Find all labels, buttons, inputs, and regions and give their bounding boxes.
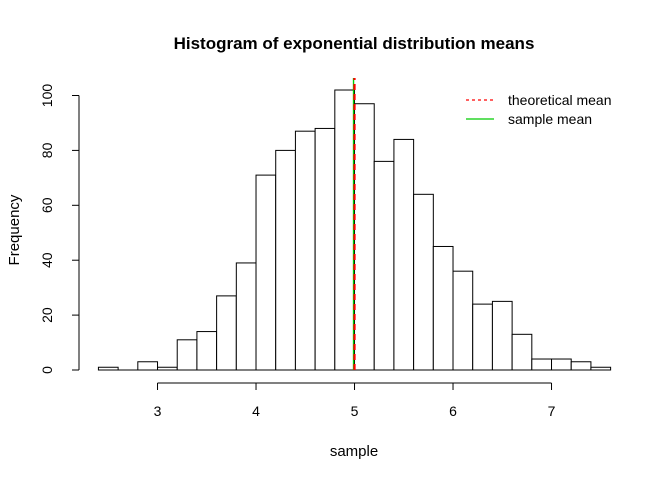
histogram-bar: [216, 295, 237, 371]
histogram-bar: [235, 262, 257, 371]
y-tick-label: 20: [39, 307, 55, 323]
y-tick-label: 40: [39, 252, 55, 268]
histogram-bar: [590, 366, 612, 371]
x-tick-label: 4: [252, 403, 260, 419]
y-tick-label: 60: [39, 197, 55, 213]
histogram-bar: [334, 89, 356, 371]
histogram-bar: [472, 303, 493, 371]
histogram-bar: [551, 358, 572, 371]
histogram-bar: [531, 358, 553, 371]
x-axis-label: sample: [330, 443, 378, 460]
histogram-bar: [176, 339, 198, 371]
y-axis-label: Frequency: [6, 194, 23, 265]
histogram-bar: [294, 130, 316, 371]
histogram-bar: [314, 127, 336, 371]
legend-theoretical-mean-label: theoretical mean: [508, 92, 612, 108]
y-axis: 0 20 40 60 80 100: [39, 84, 80, 374]
histogram-bar: [196, 331, 218, 371]
histogram-bar: [393, 138, 415, 371]
histogram-bar: [432, 245, 454, 371]
histogram-bars: [97, 89, 612, 371]
histogram-bar: [491, 300, 513, 371]
x-axis: 3 4 5 6 7: [154, 382, 556, 419]
histogram-bar: [452, 270, 474, 371]
chart-title: Histogram of exponential distribution me…: [174, 34, 535, 53]
legend-sample-mean-label: sample mean: [508, 111, 592, 127]
y-tick-label: 80: [39, 142, 55, 158]
legend: theoretical mean sample mean: [466, 92, 612, 127]
mean-lines: [352, 78, 356, 370]
histogram-bar: [275, 149, 296, 371]
x-tick-label: 6: [449, 403, 457, 419]
y-tick-label: 0: [39, 366, 55, 374]
histogram-bar: [157, 366, 178, 371]
histogram-bar: [511, 333, 533, 371]
y-tick-label: 100: [39, 84, 55, 108]
x-tick-label: 5: [351, 403, 359, 419]
histogram-bar: [373, 160, 395, 371]
x-tick-label: 7: [548, 403, 556, 419]
histogram-bar: [570, 361, 592, 371]
histogram-bar: [354, 103, 375, 371]
histogram-bar: [413, 193, 434, 371]
x-tick-label: 3: [154, 403, 162, 419]
histogram-bar: [97, 366, 119, 371]
histogram-bar: [137, 361, 159, 371]
histogram-bar: [255, 174, 277, 371]
